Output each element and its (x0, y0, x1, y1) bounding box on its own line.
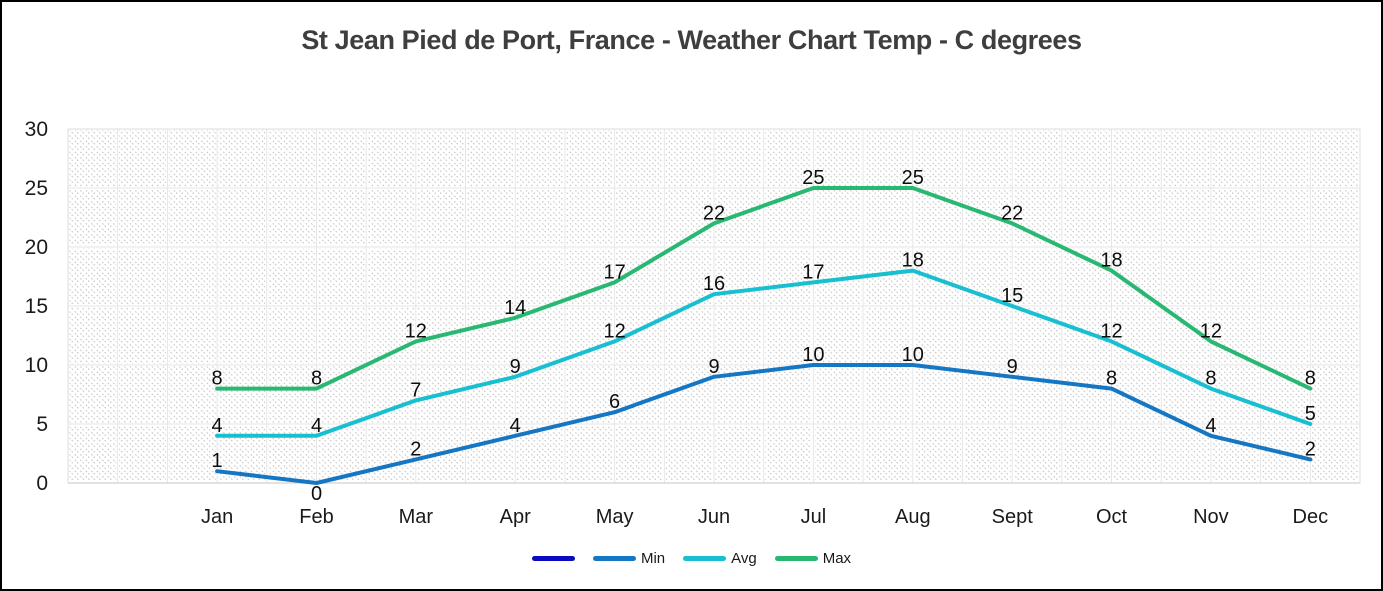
data-label-min: 9 (1007, 356, 1018, 378)
x-tick-label-sept: Sept (992, 506, 1034, 528)
data-label-min: 2 (410, 438, 421, 460)
data-label-max: 12 (405, 320, 427, 342)
data-label-min: 8 (1106, 368, 1117, 390)
data-label-avg: 7 (410, 379, 421, 401)
y-tick-label: 15 (25, 295, 48, 318)
data-label-max: 22 (1001, 202, 1023, 224)
legend-line-swatch-icon (531, 556, 575, 561)
data-label-max: 17 (603, 261, 625, 283)
data-label-min: 1 (212, 450, 223, 472)
data-label-avg: 5 (1305, 403, 1316, 425)
data-label-min: 6 (609, 391, 620, 413)
data-label-min: 10 (802, 344, 824, 366)
data-label-max: 8 (311, 368, 322, 390)
x-tick-label-aug: Aug (895, 506, 931, 528)
x-tick-label-jan: Jan (201, 506, 233, 528)
data-label-max: 8 (1305, 368, 1316, 390)
x-tick-label-jul: Jul (801, 506, 827, 528)
legend-item-max[interactable]: Max (774, 550, 852, 567)
y-tick-label: 30 (25, 118, 48, 141)
legend-line-swatch-icon (592, 556, 636, 561)
data-label-min: 4 (1205, 415, 1216, 437)
data-label-avg: 15 (1001, 285, 1023, 307)
legend-item-series1[interactable] (531, 556, 575, 561)
data-label-min: 2 (1305, 438, 1316, 460)
legend-line-swatch-icon (683, 556, 727, 561)
legend-label: Avg (731, 550, 757, 567)
x-tick-label-nov: Nov (1193, 506, 1229, 528)
x-tick-label-may: May (596, 506, 634, 528)
legend-label: Max (822, 550, 852, 567)
x-tick-label-apr: Apr (500, 506, 531, 528)
x-tick-label-oct: Oct (1096, 506, 1128, 528)
data-label-max: 8 (212, 368, 223, 390)
data-label-max: 25 (902, 167, 924, 189)
x-tick-label-jun: Jun (698, 506, 730, 528)
data-label-max: 25 (802, 167, 824, 189)
data-label-avg: 4 (212, 415, 223, 437)
y-tick-label: 10 (25, 354, 48, 377)
data-label-avg: 17 (802, 261, 824, 283)
data-label-max: 22 (703, 202, 725, 224)
data-label-avg: 12 (1100, 320, 1122, 342)
data-label-max: 12 (1200, 320, 1222, 342)
series-line-max[interactable] (215, 186, 1313, 391)
data-label-avg: 16 (703, 273, 725, 295)
x-tick-label-dec: Dec (1293, 506, 1329, 528)
data-label-min: 10 (902, 344, 924, 366)
series-lines (215, 186, 1313, 485)
legend: Min Avg Max (2, 550, 1381, 567)
data-label-min: 0 (311, 483, 322, 505)
data-label-min: 4 (510, 415, 521, 437)
legend-item-min[interactable]: Min (592, 550, 666, 567)
y-tick-label: 5 (36, 413, 48, 436)
data-label-avg: 4 (311, 415, 322, 437)
legend-label: Min (640, 550, 666, 567)
data-label-avg: 18 (902, 250, 924, 272)
y-tick-label: 25 (25, 177, 48, 200)
chart-title: St Jean Pied de Port, France - Weather C… (301, 25, 1082, 55)
y-tick-label: 0 (36, 472, 48, 495)
x-tick-label-feb: Feb (299, 506, 333, 528)
legend-line-swatch-icon (774, 556, 818, 561)
data-label-max: 14 (504, 297, 526, 319)
y-tick-label: 20 (25, 236, 48, 259)
plot-area-border (67, 128, 1361, 484)
data-label-avg: 9 (510, 356, 521, 378)
data-label-min: 9 (708, 356, 719, 378)
data-label-max: 18 (1100, 250, 1122, 272)
legend-item-avg[interactable]: Avg (683, 550, 757, 567)
series-line-avg[interactable] (215, 268, 1313, 438)
x-tick-label-mar: Mar (399, 506, 434, 528)
data-label-avg: 8 (1205, 368, 1216, 390)
data-label-avg: 12 (603, 320, 625, 342)
series-line-min[interactable] (215, 363, 1313, 485)
